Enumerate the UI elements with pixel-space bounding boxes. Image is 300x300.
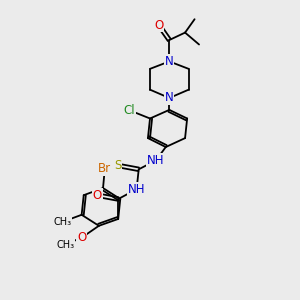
Text: Cl: Cl bbox=[123, 104, 135, 117]
Text: N: N bbox=[165, 92, 174, 104]
Text: Br: Br bbox=[98, 162, 111, 175]
Text: CH₃: CH₃ bbox=[53, 217, 71, 227]
Text: O: O bbox=[154, 19, 164, 32]
Text: NH: NH bbox=[128, 183, 146, 196]
Text: S: S bbox=[114, 159, 122, 172]
Text: CH₃: CH₃ bbox=[56, 239, 74, 250]
Text: NH: NH bbox=[147, 154, 165, 167]
Text: O: O bbox=[93, 189, 102, 202]
Text: N: N bbox=[165, 55, 174, 68]
Text: O: O bbox=[77, 231, 86, 244]
